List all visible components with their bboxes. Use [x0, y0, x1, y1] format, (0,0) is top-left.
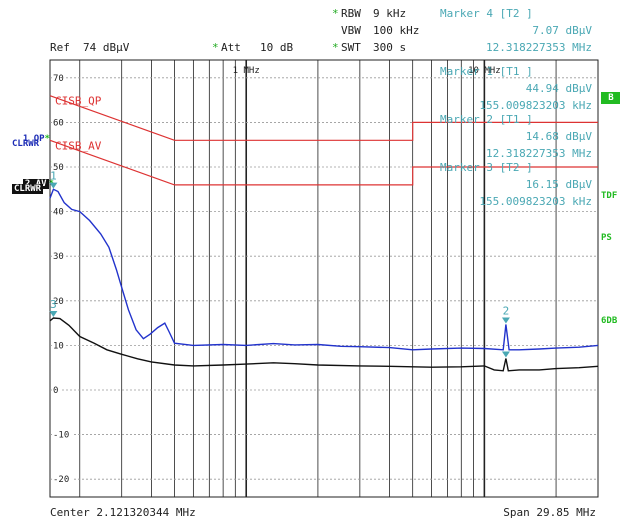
y-tick-bg	[52, 117, 66, 127]
limit-line	[49, 139, 598, 186]
y-tick-bg	[52, 72, 66, 82]
marker-number: 1	[50, 170, 57, 183]
trace1-detector: QP	[33, 134, 45, 144]
y-tick-label: 0	[53, 386, 58, 396]
y-tick-label: 20	[53, 297, 64, 307]
y-tick-label: 40	[53, 208, 64, 218]
limit-line-label: CISB_AV	[55, 139, 102, 152]
trace1-number: 1	[22, 134, 29, 144]
rbw-star: *	[332, 7, 339, 20]
marker4-title: Marker 4 [T2 ]	[440, 7, 533, 20]
y-tick-bg	[52, 251, 66, 261]
marker4-freq: 12.318227353 MHz	[486, 41, 592, 54]
y-tick-label: 10	[53, 341, 64, 351]
x-tick-label: 10 MHz	[468, 66, 501, 76]
att-star: *	[212, 41, 219, 54]
trace1-mode: CLRWR	[12, 139, 40, 149]
swt-value: 300 s	[373, 41, 407, 54]
marker2-title: Marker 2 [T1 ]	[440, 113, 533, 126]
marker-points: 1 2 3	[49, 170, 510, 358]
axis-ticks: 70 60 50 40 30 20 10 0 -10 -20 1 MHz 10 MHz	[52, 66, 501, 485]
y-tick-bg	[52, 162, 66, 172]
y-tick-bg	[52, 340, 66, 350]
vbw-value: 100 kHz	[373, 24, 420, 37]
marker-triangle	[49, 310, 58, 317]
y-tick-bg	[52, 295, 66, 305]
y-tick-bg	[52, 429, 72, 439]
marker2-freq: 12.318227353 MHz	[486, 147, 592, 160]
x-tick-label: 1 MHz	[233, 66, 260, 76]
av-trace	[49, 317, 599, 372]
swt-star: *	[332, 41, 339, 54]
y-tick-label: 50	[53, 163, 64, 173]
y-tick-label: -20	[53, 475, 69, 485]
y-tick-label: 30	[53, 252, 64, 262]
b-indicator: B	[601, 92, 620, 104]
marker3-level: 16.15 dBµV	[526, 178, 593, 191]
marker3-freq: 155.009823203 kHz	[479, 195, 592, 208]
vbw-label: VBW	[341, 24, 361, 37]
marker3-title: Marker 3 [T2 ]	[440, 161, 533, 174]
rbw-value: 9 kHz	[373, 7, 407, 20]
trace1-label: 1 QP*	[12, 124, 50, 144]
trace2-mode-wrap: CLRWR	[12, 184, 44, 194]
rbw-label: RBW	[341, 7, 361, 20]
y-tick-label: 60	[53, 118, 64, 128]
y-tick-bg	[52, 384, 60, 394]
trace2-mode: CLRWR	[12, 184, 44, 194]
marker-number: 2	[503, 305, 510, 318]
y-tick-bg	[52, 206, 66, 216]
marker-triangle	[501, 317, 510, 324]
marker1-title: Marker 1 [T1 ]	[440, 65, 533, 78]
y-tick-bg	[52, 474, 72, 484]
ref-label: Ref	[50, 41, 70, 54]
marker-readouts: Marker 1 [T1 ] 44.94 dBµV 155.009823203 …	[440, 65, 592, 208]
qp-trace	[49, 188, 599, 351]
limit-line-label: CISB_QP	[55, 95, 102, 108]
y-tick-label: -10	[53, 431, 69, 441]
marker-triangle	[501, 351, 510, 358]
att-value: 10 dB	[260, 41, 294, 54]
center-frequency: Center 2.121320344 MHz	[50, 506, 196, 519]
ref-value: 74 dBµV	[83, 41, 130, 54]
marker-triangle	[49, 182, 58, 189]
span-frequency: Span 29.85 MHz	[503, 506, 596, 519]
limit-line	[49, 95, 598, 141]
marker4-level: 7.07 dBµV	[532, 24, 592, 37]
marker1-level: 44.94 dBµV	[526, 82, 593, 95]
ps-indicator: PS	[601, 233, 612, 243]
marker-number: 3	[50, 298, 57, 311]
marker1-freq: 155.009823203 kHz	[479, 99, 592, 112]
limit-lines: CISB_QP CISB_AV	[49, 95, 598, 186]
tdf-indicator: TDF	[601, 191, 618, 201]
swt-label: SWT	[341, 41, 361, 54]
att-label: Att	[221, 41, 241, 54]
sixdb-indicator: 6DB	[601, 316, 618, 326]
marker2-level: 14.68 dBµV	[526, 130, 593, 143]
traces	[49, 188, 599, 372]
plot-frame	[49, 59, 599, 498]
trace1-star: *	[44, 134, 50, 144]
y-tick-label: 70	[53, 74, 64, 84]
